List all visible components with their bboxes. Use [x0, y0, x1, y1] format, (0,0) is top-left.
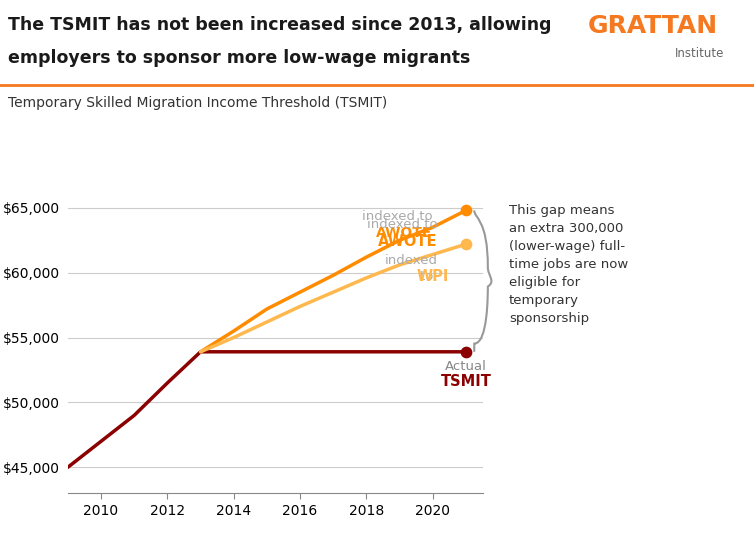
Text: AWOTE: AWOTE — [379, 234, 438, 249]
Text: Actual: Actual — [445, 359, 487, 373]
Text: The TSMIT has not been increased since 2013, allowing: The TSMIT has not been increased since 2… — [8, 16, 551, 35]
Text: indexed: indexed — [385, 254, 438, 267]
Text: employers to sponsor more low-wage migrants: employers to sponsor more low-wage migra… — [8, 49, 470, 67]
Text: TSMIT: TSMIT — [440, 374, 492, 389]
Text: indexed to: indexed to — [367, 218, 438, 231]
Text: indexed to: indexed to — [362, 210, 433, 224]
Text: Temporary Skilled Migration Income Threshold (TSMIT): Temporary Skilled Migration Income Thres… — [8, 96, 387, 110]
Point — [460, 347, 472, 356]
Text: to: to — [420, 270, 438, 283]
Point — [460, 239, 472, 248]
Text: GRATTAN: GRATTAN — [588, 14, 719, 38]
Text: This gap means
an extra 300,000
(lower-wage) full-
time jobs are now
eligible fo: This gap means an extra 300,000 (lower-w… — [509, 204, 628, 325]
Text: AWOTE: AWOTE — [376, 226, 433, 240]
Text: Institute: Institute — [675, 47, 724, 60]
Point — [460, 206, 472, 215]
Text: WPI: WPI — [416, 269, 449, 284]
